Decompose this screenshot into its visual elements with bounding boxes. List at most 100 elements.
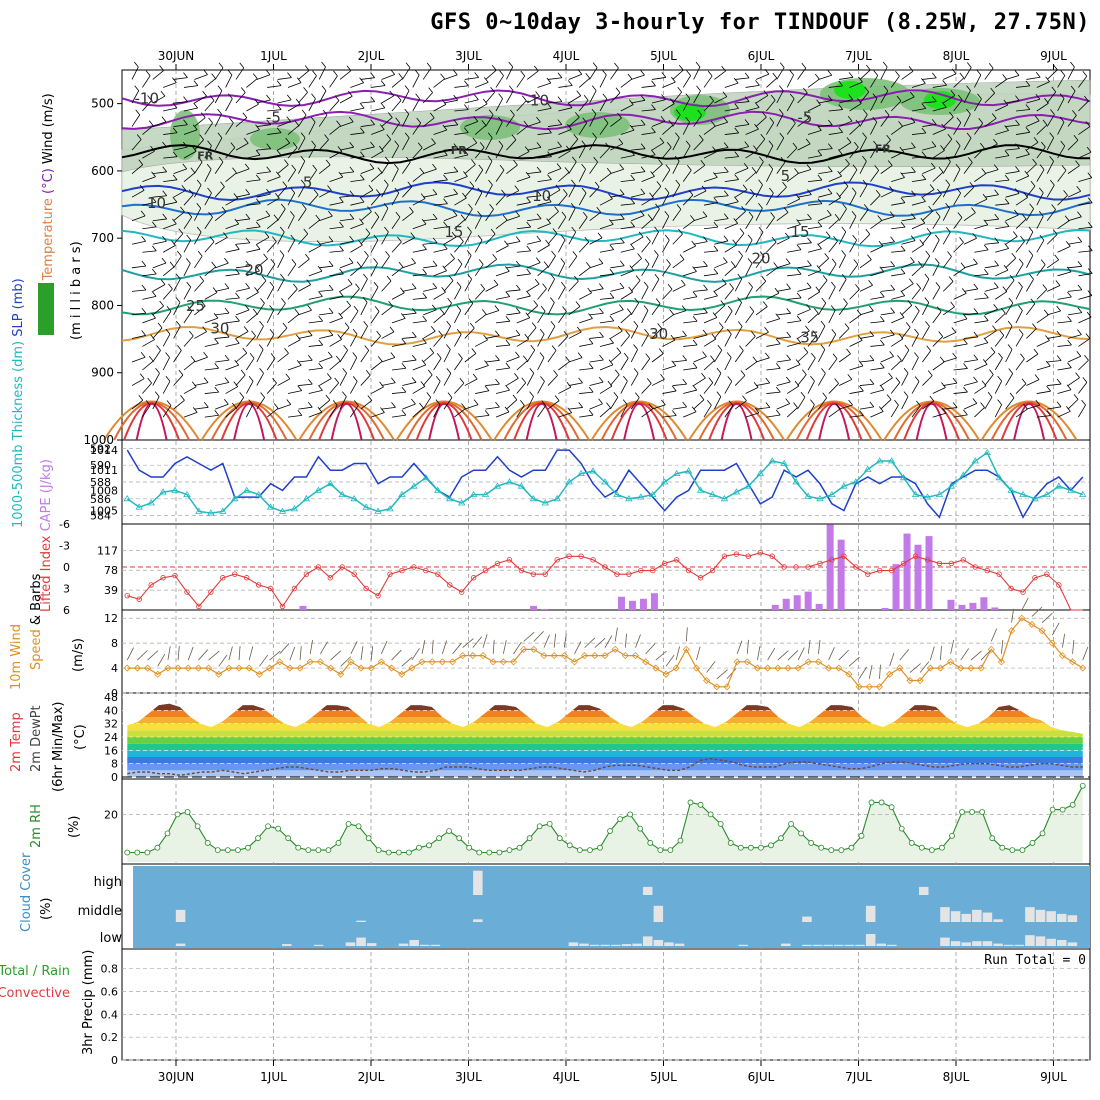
rh-legend-swatch (38, 283, 54, 335)
wind-barb (421, 218, 427, 225)
wind-barb (1015, 95, 1020, 101)
dewpoint-line (127, 757, 1083, 777)
wind-barb (266, 219, 279, 230)
wind-barb (984, 143, 998, 151)
wind-barb (838, 208, 847, 221)
wind-barb (794, 380, 800, 387)
wind-barb (683, 245, 696, 253)
wind-barb (142, 150, 155, 159)
wind-barb (371, 412, 385, 418)
li-point (614, 571, 620, 577)
wind-barb (931, 141, 937, 147)
wind-barb (266, 408, 279, 418)
rh2m-point (747, 844, 754, 851)
rh2m-point (224, 847, 231, 853)
wind-barb (194, 406, 209, 410)
wind-barb (142, 405, 151, 418)
wind-barb (568, 184, 576, 198)
wind-barb (562, 306, 567, 312)
wind-barb (451, 231, 457, 238)
wind-barb (165, 352, 170, 358)
wind10-point (753, 664, 762, 672)
wind-barb (818, 373, 826, 386)
wind-barb (412, 364, 426, 371)
wind-barb (270, 353, 276, 359)
wind-barb (921, 174, 927, 180)
wind-barb (297, 410, 303, 416)
wind-barb (1057, 367, 1072, 371)
wind-barb (786, 173, 799, 182)
wind-barb (516, 75, 526, 88)
wind-barb (640, 143, 646, 149)
wind-barb (592, 132, 597, 139)
cape-tick-label: 117 (97, 544, 118, 557)
cloud-bar (1057, 913, 1067, 922)
wind-barb (776, 359, 791, 363)
isotherm-label: 20 (751, 250, 770, 268)
wind-barb (275, 192, 280, 199)
date-label-bottom: 1JUL (260, 1070, 287, 1084)
wind-barb (599, 122, 609, 135)
wind-barb (610, 265, 625, 269)
wind-barb (224, 331, 230, 338)
wind-barb (276, 104, 282, 110)
wind-barb (806, 304, 811, 310)
wind-barb (963, 338, 968, 345)
wind-barb (733, 218, 739, 224)
wind-barb (1036, 365, 1051, 371)
wind-barb (1018, 258, 1024, 265)
wind-barb (785, 398, 790, 404)
wind-barb (453, 188, 458, 195)
wind-barb (474, 94, 479, 101)
wind-barb (911, 190, 916, 196)
wind-barb (672, 91, 682, 104)
cloud-bar (1057, 940, 1067, 946)
wind-barb (173, 255, 182, 269)
wind-barb (558, 361, 570, 371)
wind-barb (922, 77, 937, 80)
wind-barb (536, 142, 542, 148)
wind-barb (751, 166, 757, 173)
wind-barb (224, 398, 229, 405)
wind-barb (1051, 86, 1057, 93)
wind-barb (900, 268, 906, 274)
wind-barb (703, 404, 712, 418)
wind-barb (151, 171, 156, 178)
wind-barb (1078, 126, 1091, 135)
wind-barb (911, 108, 926, 112)
wind10-barb (685, 627, 688, 642)
wind-barb (620, 380, 628, 394)
wind-barb (298, 70, 310, 80)
wind-barb (529, 367, 535, 374)
date-label-top: 9JUL (1040, 49, 1067, 63)
wind-barb (776, 386, 781, 393)
li-tick-label: -3 (59, 540, 70, 553)
wind-barb (578, 377, 583, 384)
wind-barb (295, 334, 301, 340)
wind-barb (635, 392, 640, 398)
wind-barb (963, 263, 978, 269)
wind-barb (714, 349, 723, 363)
wind-barb (481, 309, 487, 315)
wind-barb (485, 359, 500, 363)
wind-barb (834, 213, 840, 220)
wind10-barb (899, 649, 910, 661)
wind-barb (579, 343, 594, 347)
wind-barb (1088, 221, 1093, 228)
wind-barb (631, 215, 645, 222)
wind-barb (879, 362, 885, 369)
wind10-barb (421, 640, 426, 654)
rh2m-point (214, 847, 221, 853)
wind-barb (172, 102, 178, 109)
wind-barb (152, 240, 167, 245)
wind10-point (550, 652, 558, 660)
wind-barb (984, 169, 999, 175)
wind-barb (578, 241, 590, 253)
wind-barb (433, 129, 447, 135)
axis-label-part: 10m Wind (9, 624, 24, 690)
wind-barb (818, 148, 833, 151)
wind-barb (308, 296, 323, 300)
wind-barb (521, 377, 527, 384)
wind-barb (163, 107, 177, 112)
wind-barb (891, 316, 905, 324)
